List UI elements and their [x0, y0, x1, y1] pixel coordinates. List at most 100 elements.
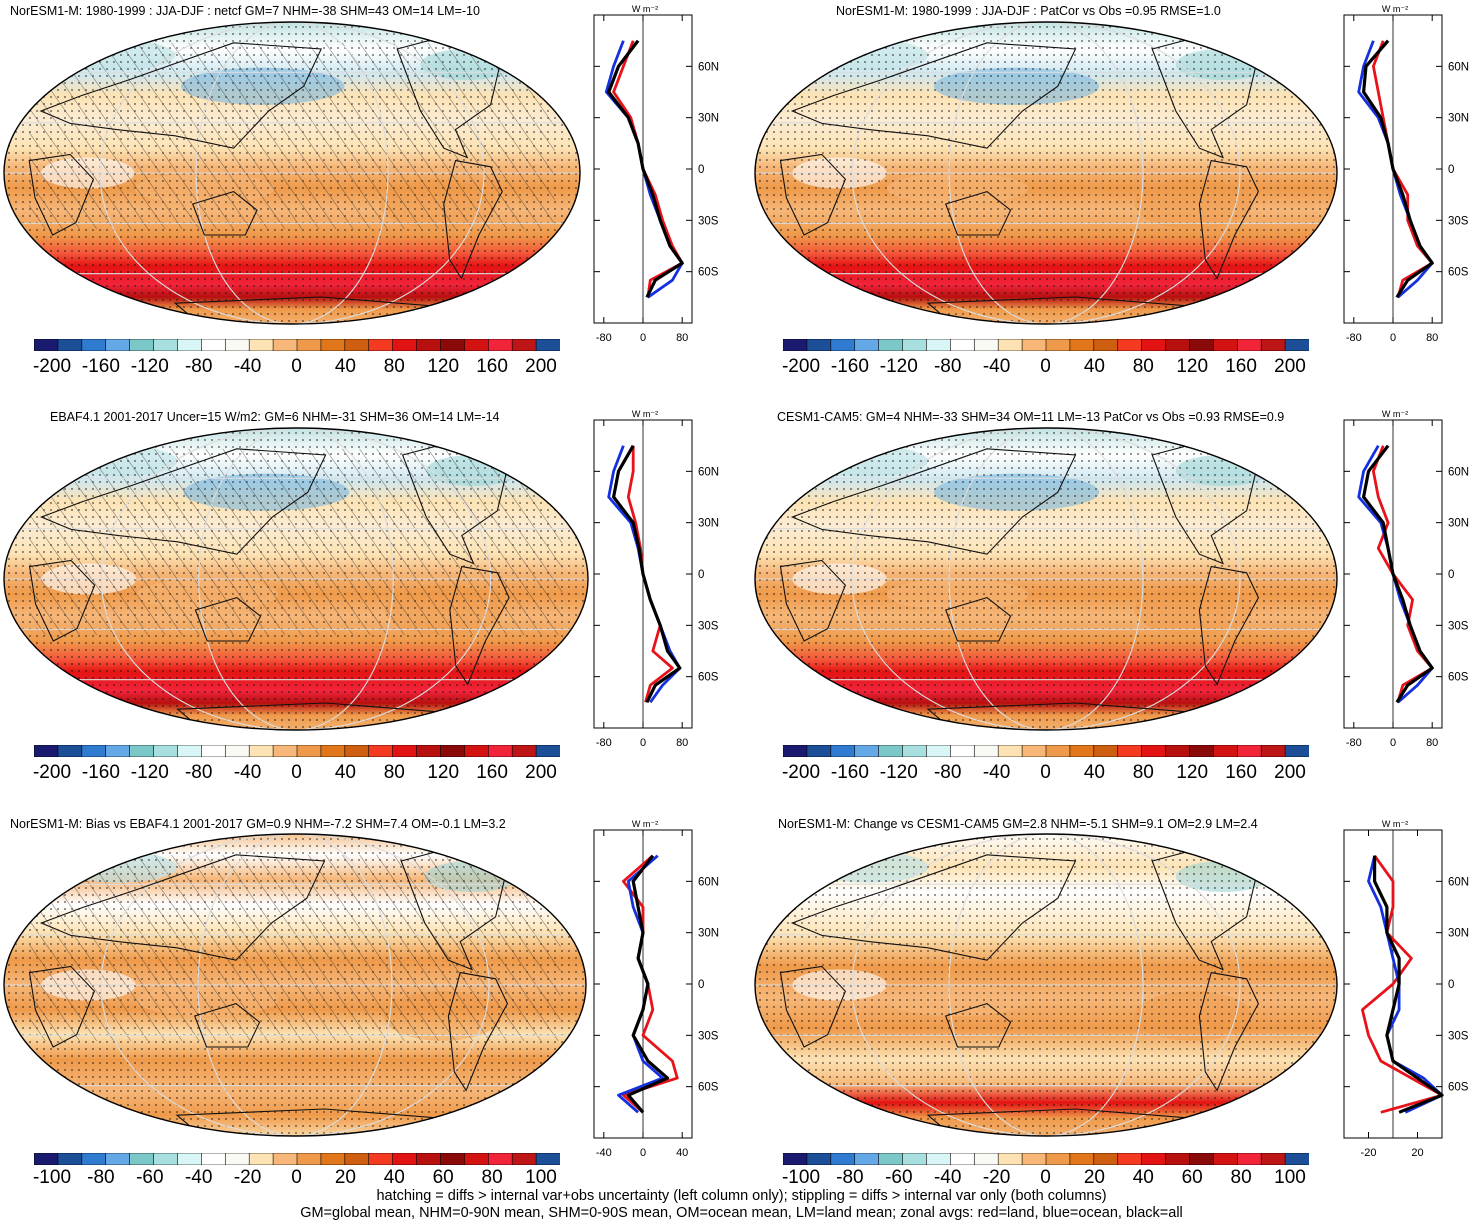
profile-series-land — [626, 445, 674, 703]
profile-unit-label: W m⁻² — [1382, 4, 1408, 14]
colorbar-swatch — [153, 1153, 179, 1165]
x-tick-label: 0 — [640, 1147, 646, 1159]
lat-tick-label: 60S — [698, 267, 719, 279]
colorbar-labels-3: -200 -160 -120 -80 -40 0 40 80 120 160 200 — [32, 762, 560, 784]
x-tick-label: 0 — [1390, 332, 1396, 344]
colorbar-swatch — [902, 339, 928, 351]
profile-series-all — [1361, 39, 1434, 299]
colorbar-tick-label: -100 — [781, 1167, 821, 1188]
profile-unit-label: W m⁻² — [632, 819, 658, 829]
profile-series-ocean — [1357, 445, 1434, 704]
lat-tick-label: 30S — [698, 1030, 719, 1042]
x-tick-label: -80 — [1346, 332, 1362, 344]
colorbar-5 — [34, 1153, 560, 1165]
profile-series-land — [612, 40, 684, 298]
colorbar-swatch — [854, 745, 880, 757]
colorbar-swatch — [902, 745, 928, 757]
colorbar-swatch — [511, 745, 537, 757]
colorbar-tick-label: -200 — [32, 762, 72, 783]
colorbar-1 — [34, 339, 560, 351]
colorbar-swatch — [878, 1153, 904, 1165]
lat-tick-label: 60S — [1448, 672, 1469, 684]
colorbar-tick-label: -120 — [879, 356, 918, 377]
x-tick-label: -20 — [1361, 1147, 1377, 1159]
colorbar-swatch — [129, 339, 155, 351]
colorbar-swatch — [416, 339, 442, 351]
colorbar-swatch — [1069, 745, 1095, 757]
colorbar-swatch — [1021, 1153, 1047, 1165]
colorbar-swatch — [1165, 339, 1191, 351]
colorbar-tick-label: 200 — [525, 762, 557, 783]
colorbar-tick-label: 100 — [525, 1167, 557, 1188]
colorbar-swatch — [368, 1153, 394, 1165]
colorbar-tick-label: -80 — [184, 356, 213, 377]
colorbar-swatch — [105, 745, 131, 757]
panel-title-2: NorESM1-M: 1980-1999 : JJA-DJF : PatCor … — [836, 4, 1221, 18]
colorbar-tick-label: 200 — [1274, 762, 1306, 783]
colorbar-tick-label: 100 — [1274, 1167, 1306, 1188]
colorbar-swatch — [854, 1153, 880, 1165]
lat-tick-label: 60S — [698, 1082, 719, 1094]
colorbar-swatch — [1117, 745, 1143, 757]
colorbar-tick-label: 40 — [1083, 762, 1105, 783]
map-panel-5 — [3, 833, 587, 1137]
profile-unit-label: W m⁻² — [632, 409, 658, 419]
colorbar-swatch — [392, 1153, 418, 1165]
colorbar-swatch — [535, 745, 560, 757]
profile-series-land — [1361, 854, 1444, 1114]
lat-tick-label: 60N — [698, 876, 719, 888]
colorbar-swatch — [830, 1153, 856, 1165]
colorbar-swatch — [1045, 745, 1071, 757]
profile-unit-label: W m⁻² — [1382, 409, 1408, 419]
colorbar-tick-label: -40 — [233, 356, 262, 377]
colorbar-4 — [783, 745, 1309, 757]
colorbar-swatch — [1069, 339, 1095, 351]
colorbar-swatch — [1141, 1153, 1167, 1165]
colorbar-swatch — [344, 339, 370, 351]
colorbar-swatch — [201, 745, 227, 757]
colorbar-tick-label: 200 — [525, 356, 557, 377]
zonal-profile-5: W m⁻² 60N 30N 0 30S 60S -40 0 40 — [593, 819, 719, 1159]
colorbar-swatch — [1141, 745, 1167, 757]
colorbar-swatch — [1045, 339, 1071, 351]
colorbar-swatch — [973, 1153, 999, 1165]
panel-title-5: NorESM1-M: Bias vs EBAF4.1 2001-2017 GM=… — [10, 817, 506, 831]
colorbar-swatch — [129, 1153, 155, 1165]
colorbar-tick-label: -40 — [233, 762, 262, 783]
colorbar-tick-label: -160 — [81, 762, 120, 783]
colorbar-swatch — [1284, 745, 1309, 757]
colorbar-swatch — [950, 339, 976, 351]
colorbar-swatch — [81, 339, 107, 351]
profile-series-ocean — [1357, 40, 1434, 299]
profile-series-all — [1372, 855, 1444, 1114]
colorbar-tick-label: 40 — [1132, 1167, 1154, 1188]
colorbar-swatch — [1093, 1153, 1119, 1165]
zonal-profile-6: W m⁻² 60N 30N 0 30S 60S -20 20 — [1343, 819, 1469, 1159]
profile-series-ocean — [1367, 855, 1444, 1114]
colorbar-swatch — [1165, 1153, 1191, 1165]
colorbar-swatch — [878, 339, 904, 351]
colorbar-tick-label: 80 — [383, 762, 405, 783]
colorbar-swatch — [487, 745, 513, 757]
lat-tick-label: 30S — [1448, 215, 1469, 227]
colorbar-swatch — [1021, 339, 1047, 351]
colorbar-swatch — [926, 745, 952, 757]
colorbar-swatch — [973, 339, 999, 351]
colorbar-swatch — [464, 1153, 490, 1165]
colorbar-swatch — [535, 339, 560, 351]
colorbar-swatch — [1069, 1153, 1095, 1165]
colorbar-swatch — [1189, 745, 1215, 757]
colorbar-swatch — [392, 745, 418, 757]
colorbar-swatch — [272, 745, 298, 757]
lat-tick-label: 60N — [1448, 61, 1469, 73]
colorbar-swatch — [1117, 339, 1143, 351]
colorbar-swatch — [806, 745, 832, 757]
lat-tick-label: 30S — [1448, 1030, 1469, 1042]
colorbar-tick-label: 60 — [432, 1167, 454, 1188]
colorbar-tick-label: 120 — [1176, 762, 1209, 783]
lat-tick-label: 0 — [1448, 164, 1454, 176]
colorbar-swatch — [1284, 1153, 1309, 1165]
colorbar-swatch — [997, 1153, 1023, 1165]
colorbar-tick-label: -80 — [184, 762, 213, 783]
colorbar-tick-label: 160 — [476, 356, 508, 377]
